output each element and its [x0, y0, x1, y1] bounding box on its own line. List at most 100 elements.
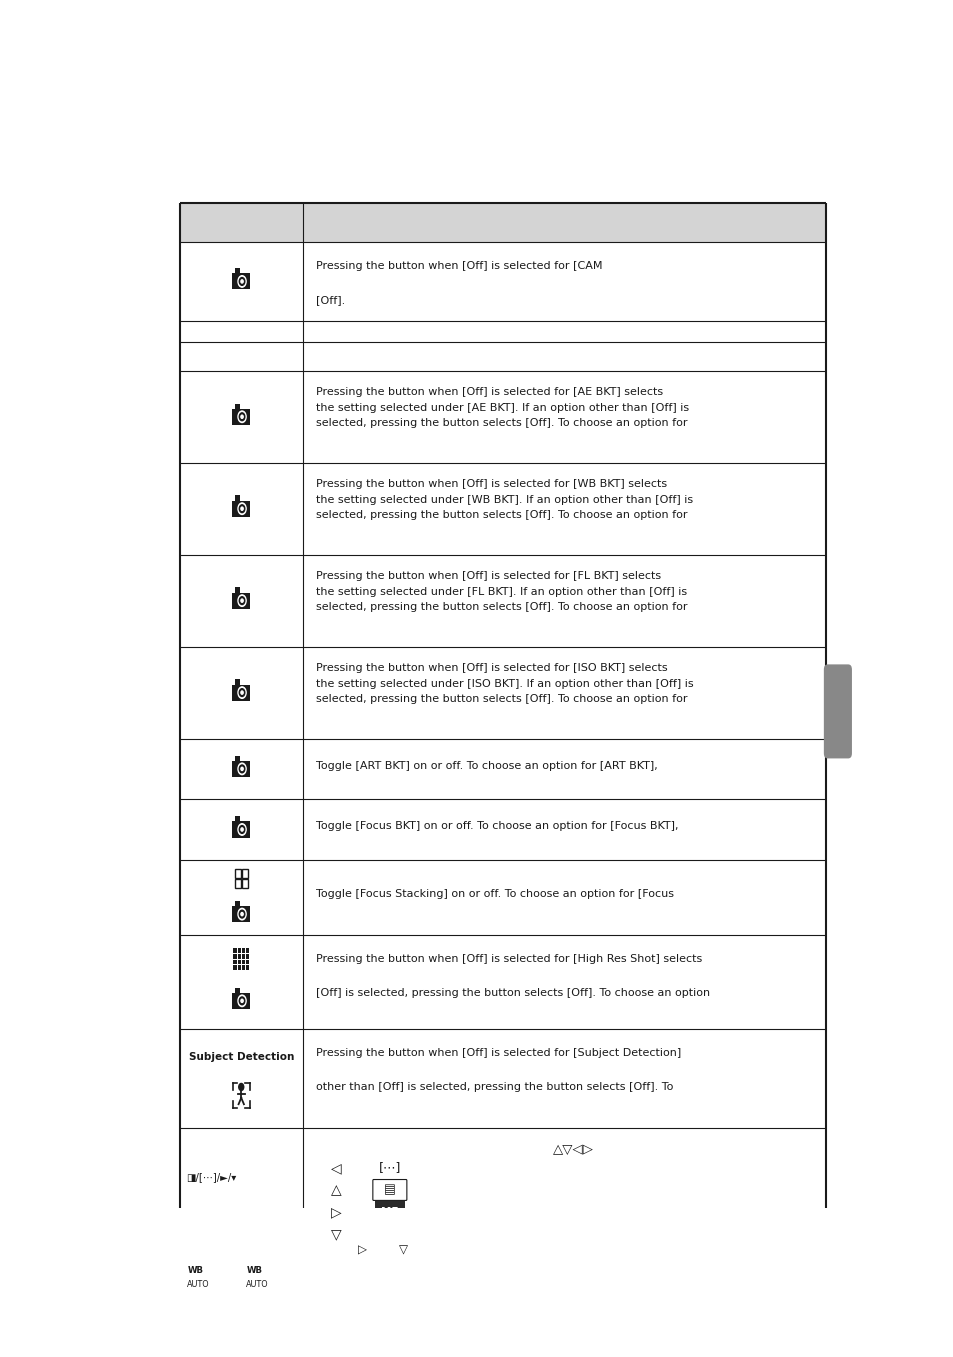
FancyBboxPatch shape: [823, 665, 851, 759]
Circle shape: [237, 411, 246, 422]
Bar: [241, 949, 245, 953]
Bar: [237, 965, 241, 970]
Bar: [232, 761, 250, 778]
Bar: [241, 954, 245, 958]
Text: ▤: ▤: [383, 1183, 395, 1197]
Bar: [245, 959, 249, 965]
Bar: [180, 202, 825, 243]
Circle shape: [239, 278, 245, 285]
Bar: [234, 680, 240, 684]
Text: the setting selected under [FL BKT]. If an option other than [Off] is: the setting selected under [FL BKT]. If …: [315, 586, 686, 597]
Circle shape: [239, 505, 245, 513]
Bar: [234, 817, 240, 821]
Circle shape: [237, 687, 246, 699]
Text: ▷: ▷: [357, 1243, 367, 1257]
Circle shape: [239, 689, 245, 696]
Circle shape: [238, 1083, 243, 1091]
Bar: [241, 965, 245, 970]
Bar: [232, 993, 250, 1008]
Circle shape: [241, 598, 243, 603]
Circle shape: [239, 413, 245, 421]
Text: Subject Detection: Subject Detection: [189, 1052, 294, 1063]
Bar: [232, 408, 250, 425]
Text: ◁: ◁: [331, 1162, 341, 1175]
Text: Pressing the button when [Off] is selected for [High Res Shot] selects: Pressing the button when [Off] is select…: [315, 954, 701, 963]
Bar: [232, 684, 250, 700]
Circle shape: [204, 1282, 208, 1288]
Circle shape: [237, 763, 246, 775]
Bar: [232, 593, 250, 609]
Bar: [241, 879, 248, 887]
Text: ▽: ▽: [331, 1227, 341, 1240]
Circle shape: [241, 828, 243, 830]
Text: Pressing the button when [Off] is selected for [AE BKT] selects: Pressing the button when [Off] is select…: [315, 388, 662, 398]
Circle shape: [241, 508, 243, 510]
Bar: [241, 868, 248, 878]
Text: the setting selected under [ISO BKT]. If an option other than [Off] is: the setting selected under [ISO BKT]. If…: [315, 678, 693, 689]
Text: ▷: ▷: [331, 1205, 341, 1219]
Bar: [233, 965, 236, 970]
Text: Pressing the button when [Off] is selected for [ISO BKT] selects: Pressing the button when [Off] is select…: [315, 664, 667, 673]
Text: selected, pressing the button selects [Off]. To choose an option for: selected, pressing the button selects [O…: [315, 603, 687, 612]
Text: selected, pressing the button selects [Off]. To choose an option for: selected, pressing the button selects [O…: [315, 510, 687, 520]
Text: selected, pressing the button selects [Off]. To choose an option for: selected, pressing the button selects [O…: [315, 418, 687, 429]
Bar: [234, 988, 240, 993]
Text: MF: MF: [380, 1206, 398, 1217]
Bar: [245, 954, 249, 958]
Text: Pressing the button when [Off] is selected for [CAM: Pressing the button when [Off] is select…: [315, 261, 601, 271]
Bar: [245, 965, 249, 970]
Circle shape: [241, 999, 243, 1003]
Text: the setting selected under [WB BKT]. If an option other than [Off] is: the setting selected under [WB BKT]. If …: [315, 495, 692, 505]
Bar: [375, 1201, 404, 1223]
Text: the setting selected under [AE BKT]. If an option other than [Off] is: the setting selected under [AE BKT]. If …: [315, 403, 688, 413]
Text: Toggle [ART BKT] on or off. To choose an option for [ART BKT],: Toggle [ART BKT] on or off. To choose an…: [315, 761, 657, 771]
Text: Pressing the button when [Off] is selected for [FL BKT] selects: Pressing the button when [Off] is select…: [315, 571, 660, 581]
Text: WB: WB: [246, 1266, 262, 1276]
Bar: [234, 879, 240, 887]
Text: selected, pressing the button selects [Off]. To choose an option for: selected, pressing the button selects [O…: [315, 695, 687, 704]
Circle shape: [239, 911, 245, 919]
Text: WB: WB: [187, 1266, 203, 1276]
Bar: [237, 949, 241, 953]
Circle shape: [239, 597, 245, 605]
Circle shape: [241, 691, 243, 695]
Circle shape: [239, 997, 245, 1004]
Text: other than [Off] is selected, pressing the button selects [Off]. To: other than [Off] is selected, pressing t…: [315, 1082, 673, 1092]
Bar: [245, 949, 249, 953]
Bar: [232, 821, 250, 837]
Circle shape: [237, 908, 246, 920]
Text: [Off].: [Off].: [315, 294, 345, 305]
Text: AUTO: AUTO: [246, 1280, 269, 1289]
Circle shape: [208, 1284, 213, 1291]
Circle shape: [239, 825, 245, 833]
Bar: [241, 959, 245, 965]
Circle shape: [237, 275, 246, 288]
Circle shape: [237, 594, 246, 607]
Circle shape: [241, 912, 243, 916]
Text: Pressing the button when [Off] is selected for [WB BKT] selects: Pressing the button when [Off] is select…: [315, 479, 666, 490]
Bar: [234, 588, 240, 593]
Bar: [237, 959, 241, 965]
Circle shape: [237, 824, 246, 835]
Text: ◨/[⋯]/►/▾: ◨/[⋯]/►/▾: [186, 1172, 235, 1182]
Text: AUTO: AUTO: [187, 1280, 210, 1289]
Circle shape: [241, 415, 243, 418]
Bar: [234, 495, 240, 501]
Bar: [233, 954, 236, 958]
Text: ▽: ▽: [398, 1243, 407, 1257]
Text: [⋯]: [⋯]: [378, 1162, 400, 1175]
Bar: [233, 959, 236, 965]
Bar: [234, 868, 240, 878]
Text: Toggle [Focus Stacking] on or off. To choose an option for [Focus: Toggle [Focus Stacking] on or off. To ch…: [315, 889, 673, 900]
Text: Pressing the button when [Off] is selected for [Subject Detection]: Pressing the button when [Off] is select…: [315, 1048, 680, 1058]
Bar: [237, 954, 241, 958]
Text: Toggle [Focus BKT] on or off. To choose an option for [Focus BKT],: Toggle [Focus BKT] on or off. To choose …: [315, 821, 678, 832]
Text: [Off] is selected, pressing the button selects [Off]. To choose an option: [Off] is selected, pressing the button s…: [315, 988, 709, 997]
Bar: [234, 403, 240, 408]
Bar: [232, 273, 250, 289]
Circle shape: [239, 765, 245, 772]
Circle shape: [241, 280, 243, 284]
Text: △▽◁▷: △▽◁▷: [552, 1143, 593, 1156]
Bar: [234, 901, 240, 906]
Circle shape: [241, 767, 243, 771]
